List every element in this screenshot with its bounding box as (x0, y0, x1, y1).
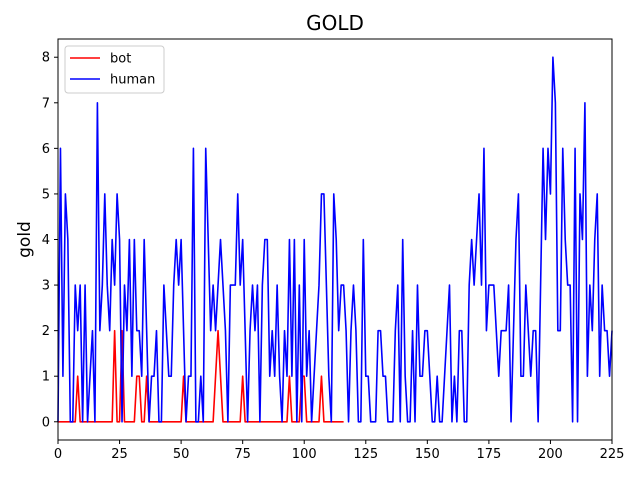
chart-title: GOLD (306, 11, 364, 35)
y-tick-label: 7 (42, 96, 50, 111)
x-tick-label: 150 (415, 447, 440, 462)
series-layer (57, 56, 613, 423)
y-tick-label: 1 (42, 370, 50, 385)
x-tick-label: 50 (173, 447, 190, 462)
y-tick-label: 5 (42, 187, 50, 202)
x-tick-label: 125 (353, 447, 378, 462)
legend-label-human: human (110, 73, 155, 88)
x-tick-label: 175 (476, 447, 501, 462)
y-tick-label: 4 (42, 233, 50, 248)
legend: bot human (64, 45, 165, 94)
y-tick-label: 6 (42, 142, 50, 157)
y-tick-label: 8 (42, 51, 50, 66)
x-tick-label: 0 (54, 447, 62, 462)
axes-layer: 0 25 50 75 100 125 150 175 200 225 0 1 2 3 4 5 6 7 8 (42, 38, 625, 462)
x-tick-label: 225 (600, 447, 625, 462)
x-tick-label: 25 (111, 447, 128, 462)
x-tick-label: 75 (234, 447, 251, 462)
series-line-bot (58, 329, 344, 423)
legend-label-bot: bot (110, 52, 131, 67)
y-tick-label: 0 (42, 415, 50, 430)
y-axis-label: gold (15, 221, 35, 258)
y-tick-label: 2 (42, 324, 50, 339)
x-tick-label: 200 (538, 447, 563, 462)
series-line-human (57, 56, 613, 423)
x-tick-label: 100 (292, 447, 317, 462)
y-tick-label: 3 (42, 279, 50, 294)
